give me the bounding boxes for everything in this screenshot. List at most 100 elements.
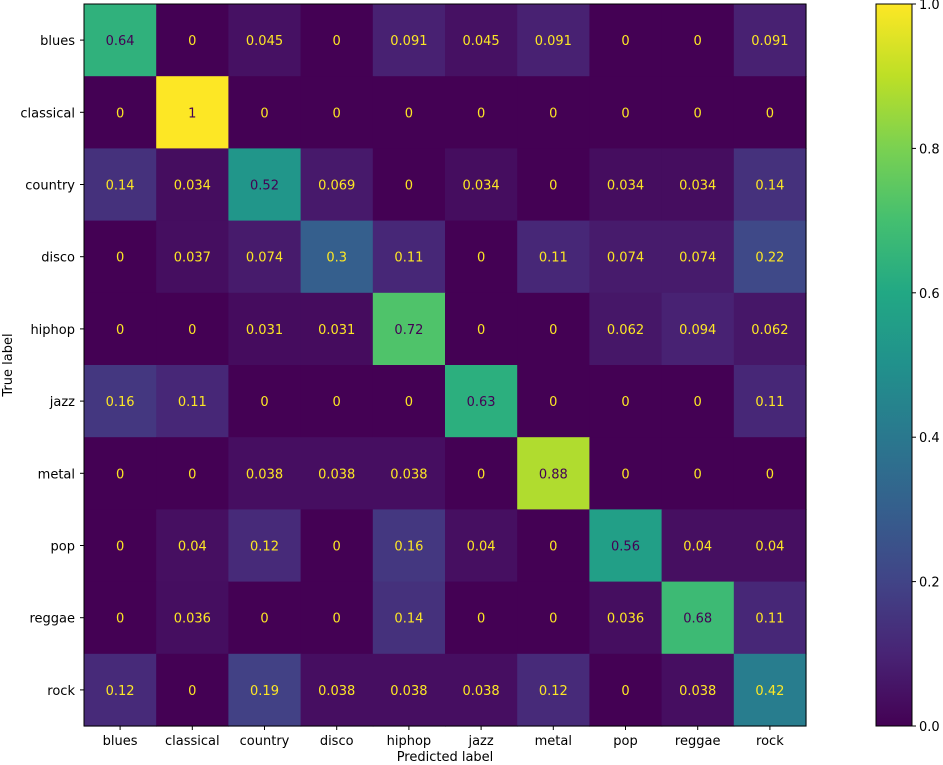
heatmap-cell [228,365,302,438]
cell-value-label: 0 [549,395,557,410]
heatmap-cell [661,509,735,583]
y-axis-ticks: blues classical country disco hiphop jazz meta… [20,34,84,699]
cell-value-label: 0.036 [607,612,644,627]
heatmap-cell [228,4,302,77]
heatmap-cell [517,437,590,510]
cell-value-label: 0 [621,34,629,49]
heatmap-cell [517,292,590,366]
cell-value-label: 0.031 [318,323,355,338]
cell-value-label: 0.16 [394,540,423,555]
heatmap-cell [300,437,374,510]
cell-value-label: 0 [260,612,268,627]
heatmap-cell [733,365,807,438]
cell-value-label: 0 [405,106,413,121]
cell-value-label: 0 [694,106,702,121]
cell-value-label: 0.038 [679,684,716,699]
cell-value-label: 0.56 [611,540,640,555]
cell-value-label: 0 [260,106,268,121]
cell-value-label: 0.034 [679,179,716,194]
cell-value-label: 0.038 [318,684,355,699]
cell-value-label: 0 [116,540,124,555]
heatmap-cell [589,4,663,77]
heatmap-cell [156,220,229,294]
heatmap-cell [445,581,518,655]
heatmap-cell [372,4,446,77]
colorbar-tick-label: 1.0 [919,0,940,13]
heatmap-cell [733,4,807,77]
heatmap-cell [300,76,374,149]
cell-value-label: 0.3 [326,251,347,266]
cell-value-label: 0 [694,467,702,482]
cell-value-label: 0.88 [539,467,568,482]
cell-value-label: 0 [549,179,557,194]
heatmap-cell [84,76,157,149]
cell-value-label: 0 [766,467,774,482]
y-tick-label: pop [51,540,75,555]
y-tick-label: country [25,179,75,194]
cell-value-label: 0.19 [250,684,279,699]
heatmap-cell [517,509,590,583]
cell-value-label: 0 [621,684,629,699]
cell-value-label: 0.038 [462,684,499,699]
y-tick-label: metal [38,467,75,482]
heatmap-cell [372,148,446,222]
y-tick-label: classical [20,106,75,121]
heatmap-cell [84,292,157,366]
heatmap-cell [156,653,229,727]
colorbar-tick-label: 0.6 [919,287,940,302]
heatmap-cell [589,220,663,294]
cell-value-label: 0 [477,612,485,627]
cell-value-label: 0.11 [539,251,568,266]
x-tick-label: country [240,734,290,749]
heatmap-cell [445,4,518,77]
cell-value-label: 0.16 [106,395,135,410]
cell-value-label: 0.037 [174,251,211,266]
heatmap-cell [300,581,374,655]
cell-value-label: 0 [188,684,196,699]
cell-value-label: 0.04 [755,540,784,555]
cell-value-label: 0.14 [106,179,135,194]
heatmap-cell [300,653,374,727]
x-tick-label: blues [103,734,138,749]
cell-value-label: 0.094 [679,323,716,338]
heatmap-cell [733,437,807,510]
heatmap-cell [84,509,157,583]
cell-value-label: 0 [116,323,124,338]
plot-frame [83,3,807,727]
cell-value-label: 0.11 [394,251,423,266]
heatmap-cell [733,292,807,366]
heatmap-cell [228,437,302,510]
cell-value-label: 0 [549,540,557,555]
heatmap-cell [300,365,374,438]
cell-value-label: 0.04 [467,540,496,555]
x-axis-ticks: blues classical country disco hiphop jazz meta… [103,726,784,749]
heatmap-cell [300,4,374,77]
cell-value-label: 0.63 [467,395,496,410]
heatmap-cell [228,148,302,222]
heatmap-cell [300,292,374,366]
heatmap-cell [517,653,590,727]
heatmap-cell [589,365,663,438]
cell-value-label: 0 [260,395,268,410]
cell-value-label: 0.14 [394,612,423,627]
heatmap-cell [733,148,807,222]
cell-value-label: 0.069 [318,179,355,194]
heatmap-cell [589,437,663,510]
cell-value-label: 0.038 [246,467,283,482]
heatmap-cell [589,509,663,583]
cell-value-label: 0 [549,106,557,121]
heatmap-cell [445,220,518,294]
cell-value-label: 0 [405,179,413,194]
heatmap-cell [445,653,518,727]
heatmap-cell [589,76,663,149]
cell-value-label: 0.074 [246,251,283,266]
cell-value-label: 0.11 [755,395,784,410]
y-tick-label: reggae [29,612,75,627]
x-tick-label: rock [756,734,784,749]
cell-value-label: 0.12 [106,684,135,699]
heatmap-cell [733,76,807,149]
heatmap-cell [445,365,518,438]
cell-value-label: 0.045 [246,34,283,49]
cell-value-label: 0.091 [535,34,572,49]
